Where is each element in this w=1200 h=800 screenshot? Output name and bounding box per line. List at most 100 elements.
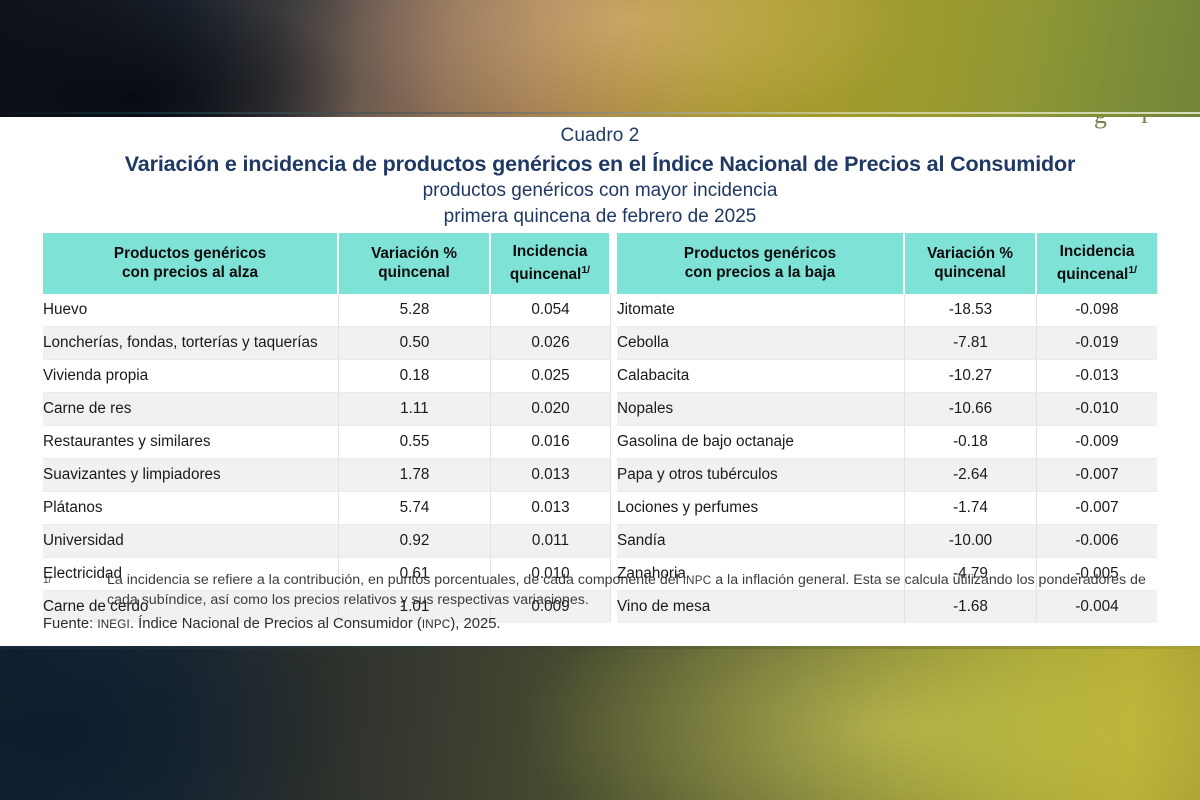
cell-producto-baja: Cebolla <box>617 327 905 361</box>
sheet-bottom-edge <box>0 646 1200 649</box>
table-row: Universidad 0.92 0.011 Sandía -10.00 -0.006 <box>43 525 1157 559</box>
cell-variacion-alza: 0.92 <box>339 525 491 559</box>
cell-producto-alza: Loncherías, fondas, torterías y taquería… <box>43 327 339 361</box>
source-label: Fuente: <box>43 616 94 632</box>
cell-gap <box>611 525 617 559</box>
source-text-part-1: . Índice Nacional de Precios al Consumid… <box>129 616 422 632</box>
cell-incidencia-alza: 0.026 <box>491 327 611 361</box>
cell-producto-alza: Huevo <box>43 294 339 328</box>
cell-producto-alza: Universidad <box>43 525 339 559</box>
header-line-2: con precios a la baja <box>684 264 836 282</box>
cell-producto-baja: Nopales <box>617 393 905 427</box>
cell-producto-alza: Carne de cerdo <box>43 591 339 624</box>
header-line-1: Incidencia <box>1059 243 1135 260</box>
cell-producto-baja: Calabacita <box>617 360 905 394</box>
table-row: Electricidad 0.61 0.010 Zanahoria -4.79 -0.00… <box>43 558 1157 592</box>
cell-variacion-alza: 1.78 <box>339 459 491 493</box>
cell-variacion-baja: -18.53 <box>905 294 1037 328</box>
cell-producto-alza: Electricidad <box>43 558 339 592</box>
table-row: Restaurantes y similares 0.55 0.016 Gasolin… <box>43 426 1157 460</box>
cell-variacion-alza: 0.55 <box>339 426 491 460</box>
page-title: Variación e incidencia de productos gené… <box>124 152 1076 176</box>
cell-variacion-baja: -1.68 <box>905 591 1037 624</box>
source-text-part-2: ), 2025. <box>450 616 501 632</box>
cell-producto-alza: Suavizantes y limpiadores <box>43 459 339 493</box>
background-band-bottom <box>0 645 1200 800</box>
table-row: Carne de cerdo 1.01 0.009 Vino de mesa -1.68… <box>43 591 1157 624</box>
table-row: Vivienda propia 0.18 0.025 Calabacita -10.27… <box>43 360 1157 394</box>
cell-gap <box>611 327 617 361</box>
header-line-2: quincenal <box>509 266 582 284</box>
cell-variacion-baja: -4.79 <box>905 558 1037 592</box>
cell-variacion-baja: -0.18 <box>905 426 1037 460</box>
table-row: Plátanos 5.74 0.013 Lociones y perfumes -1.7… <box>43 492 1157 526</box>
cell-gap <box>611 393 617 427</box>
cell-gap <box>611 294 617 328</box>
cell-incidencia-baja: -0.098 <box>1037 294 1157 328</box>
footnote-marker: 1/ <box>43 575 52 586</box>
cell-incidencia-alza: 0.054 <box>491 294 611 328</box>
table-body: Huevo 5.28 0.054 Jitomate -18.53 -0.098 Lonche… <box>43 294 1157 624</box>
header-line-1: Variación % <box>927 245 1013 263</box>
footnote-text: La incidencia se refiere a la contribuci… <box>107 571 1163 609</box>
header-line-2: quincenal <box>1056 266 1129 284</box>
cell-variacion-alza: 1.11 <box>339 393 491 427</box>
cell-producto-baja: Sandía <box>617 525 905 559</box>
cell-gap <box>611 360 617 394</box>
header-line-1: Incidencia <box>512 243 588 260</box>
header-line-1: Variación % <box>371 245 457 263</box>
source-inegi-abbr: INEGI <box>97 618 130 631</box>
column-header-incidencia-alza: Incidencia quincenal1/ <box>491 233 611 295</box>
cell-variacion-alza: 0.18 <box>339 360 491 394</box>
table-row: Suavizantes y limpiadores 1.78 0.013 Papa y… <box>43 459 1157 493</box>
cell-variacion-alza: 1.01 <box>339 591 491 624</box>
document-sheet: g r Cuadro 2 Variación e incidencia de p… <box>0 117 1200 646</box>
cell-incidencia-alza: 0.011 <box>491 525 611 559</box>
cell-gap <box>611 492 617 526</box>
cell-variacion-baja: -1.74 <box>905 492 1037 526</box>
footnote-incidencia: 1/ La incidencia se refiere a la contrib… <box>43 571 1163 609</box>
cell-variacion-alza: 0.61 <box>339 558 491 592</box>
cell-gap <box>611 459 617 493</box>
column-header-incidencia-baja: Incidencia quincenal1/ <box>1037 233 1157 295</box>
data-table-wrapper: Productos genéricos con precios al alza … <box>43 233 1157 624</box>
cell-incidencia-baja: -0.007 <box>1037 492 1157 526</box>
cell-producto-baja: Zanahoria <box>617 558 905 592</box>
table-header-row: Productos genéricos con precios al alza … <box>43 233 1157 295</box>
cell-variacion-baja: -2.64 <box>905 459 1037 493</box>
sheet-top-edge <box>0 112 1200 114</box>
background-band-top <box>0 0 1200 118</box>
cell-producto-alza: Plátanos <box>43 492 339 526</box>
header-line-2: quincenal <box>934 264 1006 282</box>
cell-incidencia-baja: -0.004 <box>1037 591 1157 624</box>
column-header-productos-baja: Productos genéricos con precios a la baj… <box>617 233 905 295</box>
cell-incidencia-alza: 0.010 <box>491 558 611 592</box>
cell-incidencia-alza: 0.013 <box>491 459 611 493</box>
cell-gap <box>611 426 617 460</box>
column-header-variacion-alza: Variación % quincenal <box>339 233 491 295</box>
subtitle-period: primera quincena de febrero de 2025 <box>443 206 757 227</box>
cell-incidencia-baja: -0.009 <box>1037 426 1157 460</box>
footnote-marker-ref: 1/ <box>1128 264 1138 276</box>
source-line: Fuente: INEGI. Índice Nacional de Precio… <box>43 615 1163 634</box>
footnote-block: 1/ La incidencia se refiere a la contrib… <box>43 571 1163 634</box>
cuadro-label: Cuadro 2 <box>560 125 640 146</box>
column-header-variacion-baja: Variación % quincenal <box>905 233 1037 295</box>
cell-variacion-alza: 5.74 <box>339 492 491 526</box>
cell-incidencia-alza: 0.016 <box>491 426 611 460</box>
table-row: Huevo 5.28 0.054 Jitomate -18.53 -0.098 <box>43 294 1157 328</box>
table-header: Productos genéricos con precios al alza … <box>43 233 1157 295</box>
cell-producto-alza: Carne de res <box>43 393 339 427</box>
cell-incidencia-baja: -0.019 <box>1037 327 1157 361</box>
inpc-incidence-table: Productos genéricos con precios al alza … <box>43 233 1157 624</box>
cell-incidencia-alza: 0.025 <box>491 360 611 394</box>
column-gap-spacer <box>611 233 617 295</box>
cell-incidencia-baja: -0.007 <box>1037 459 1157 493</box>
cell-producto-alza: Vivienda propia <box>43 360 339 394</box>
cell-variacion-baja: -7.81 <box>905 327 1037 361</box>
footnote-text-part-1: La incidencia se refiere a la contribuci… <box>107 572 683 588</box>
table-row: Carne de res 1.11 0.020 Nopales -10.66 -0.010 <box>43 393 1157 427</box>
cell-incidencia-alza: 0.020 <box>491 393 611 427</box>
cell-incidencia-baja: -0.006 <box>1037 525 1157 559</box>
cell-variacion-alza: 0.50 <box>339 327 491 361</box>
